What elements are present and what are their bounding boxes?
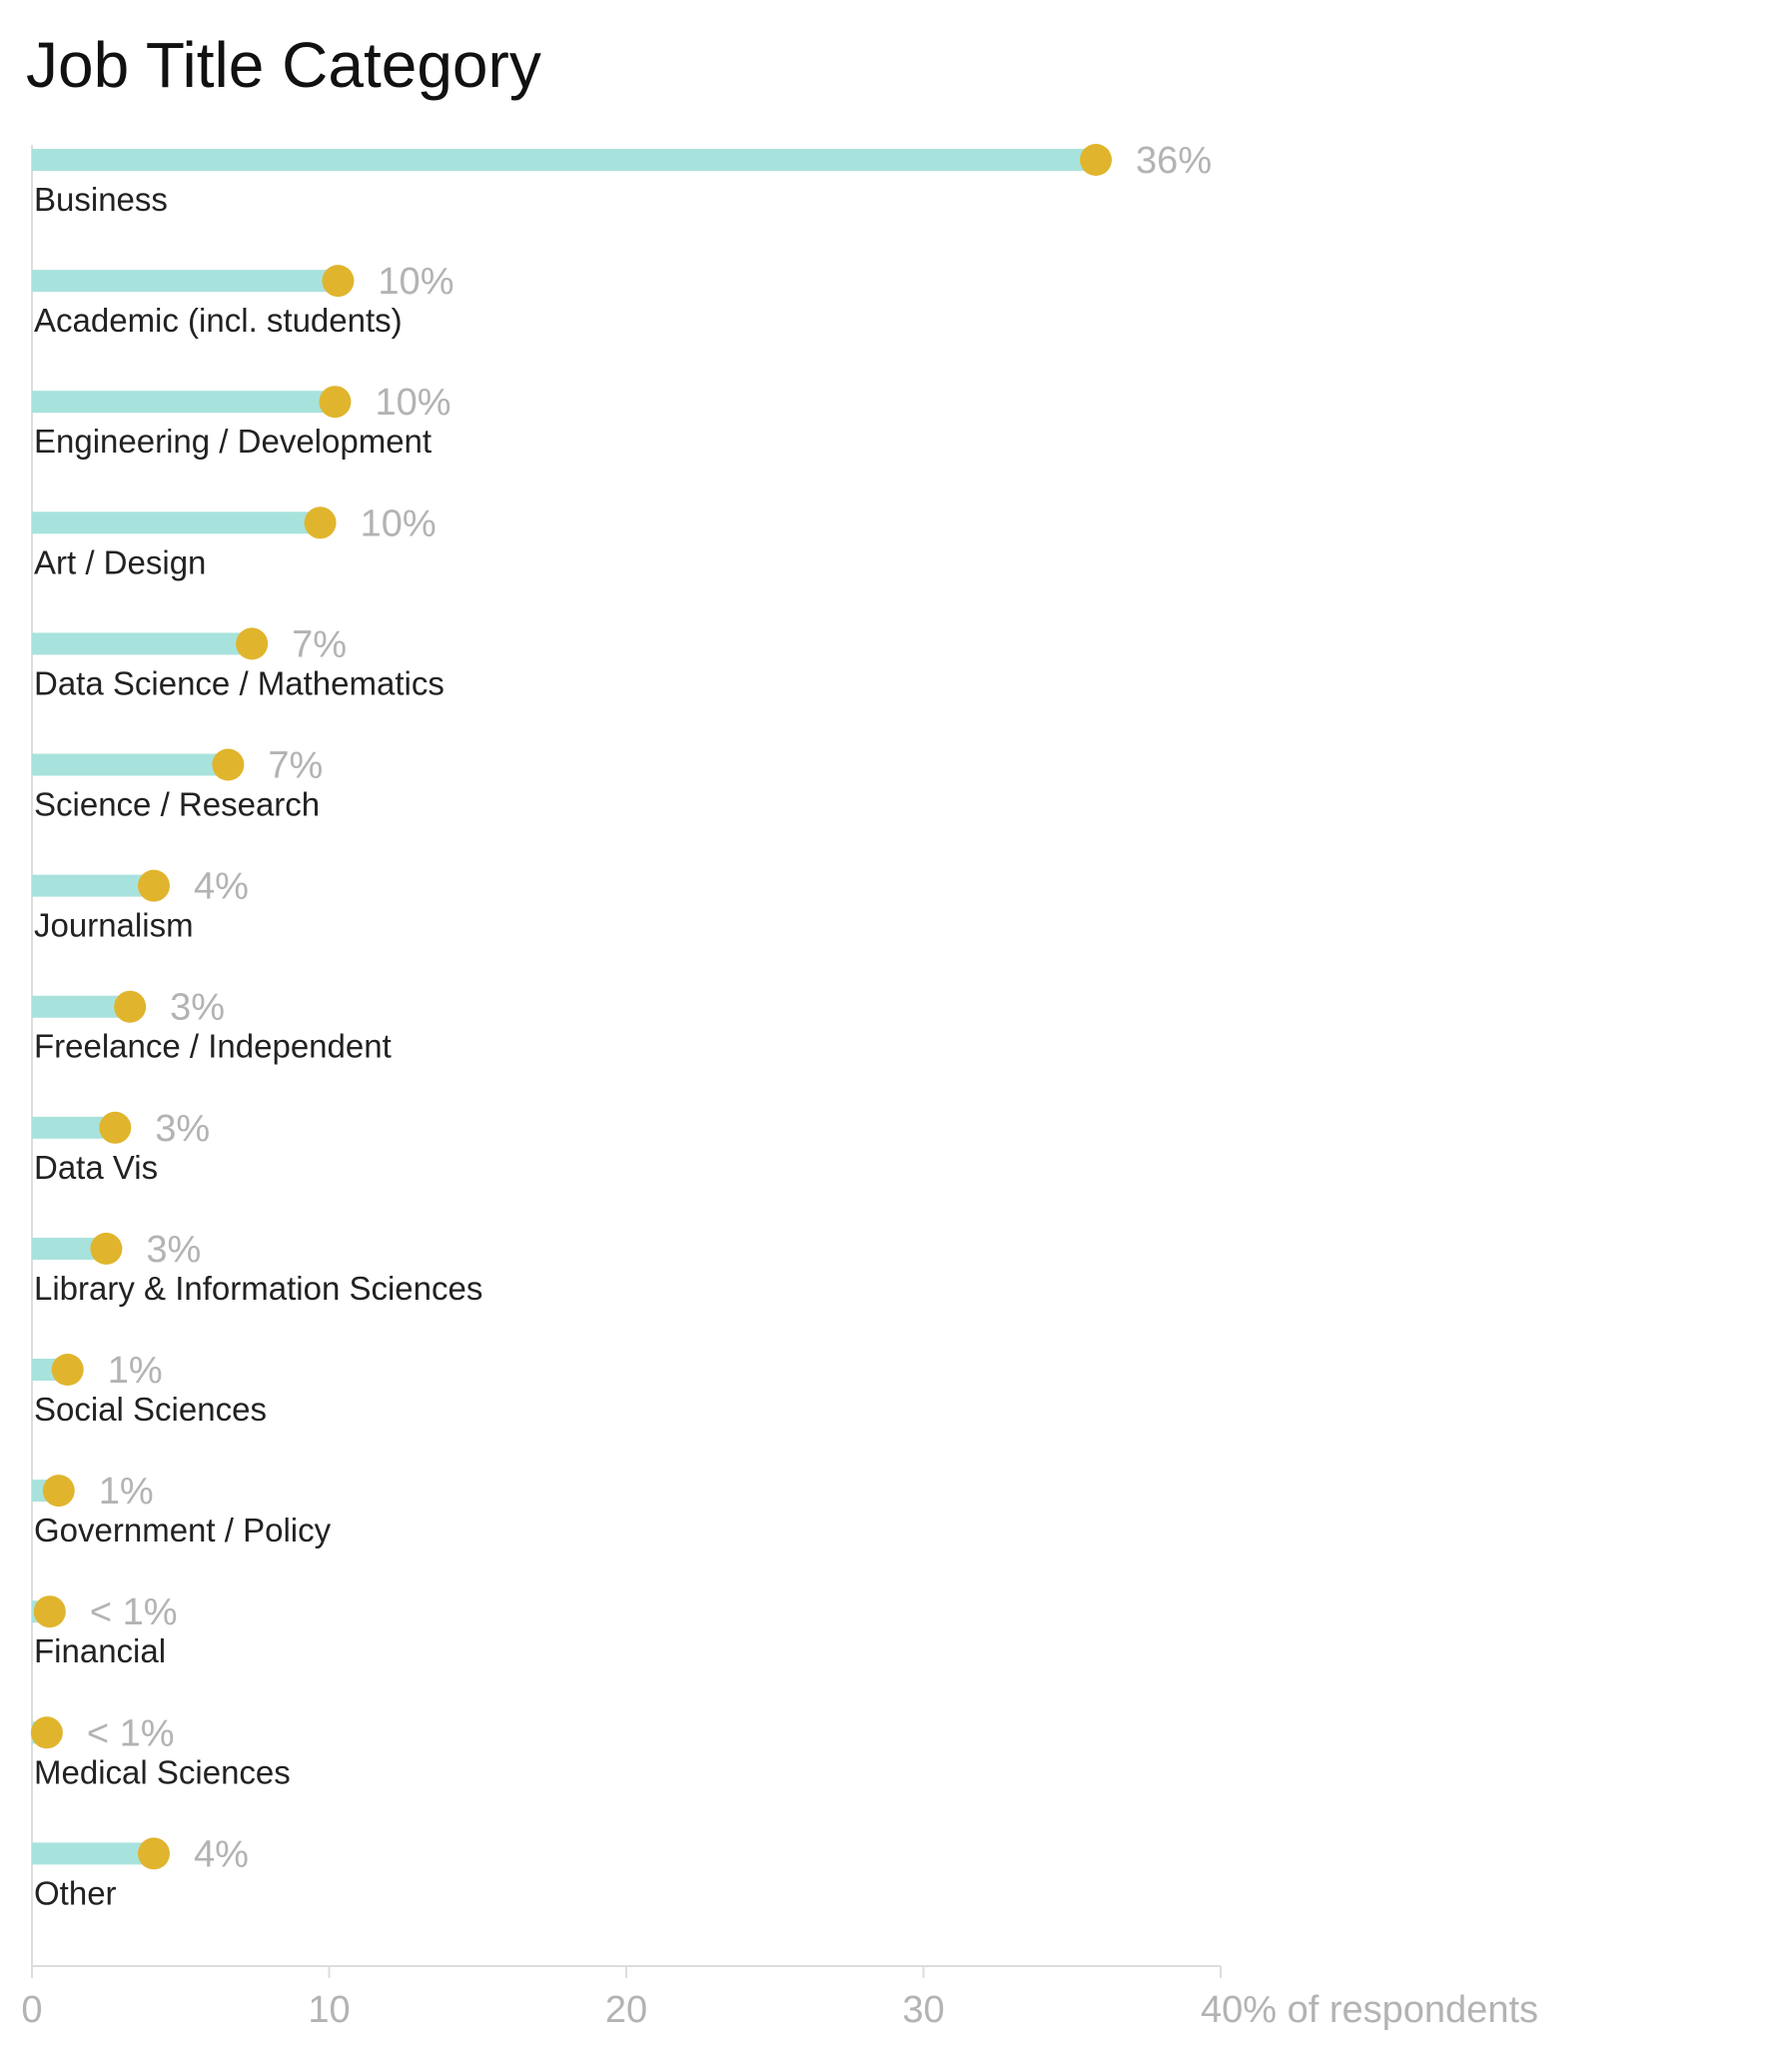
bar-end-dot [33, 1595, 66, 1628]
ticks-layer: 0 10 20 30 40% of respondents [21, 1966, 1538, 2031]
bar [32, 270, 339, 293]
category-label: Engineering / Development [34, 423, 432, 460]
bar [32, 1237, 107, 1260]
bar [32, 1842, 154, 1865]
bar-end-dot [30, 1716, 63, 1749]
category-label: Financial [34, 1632, 166, 1669]
bar-end-dot [114, 990, 147, 1023]
bar [32, 632, 253, 655]
bar-end-dot [42, 1475, 75, 1508]
category-label: Social Sciences [34, 1391, 267, 1428]
bar-end-dot [137, 869, 170, 902]
bar-end-dot [137, 1837, 170, 1870]
value-label: 3% [146, 1229, 201, 1271]
category-label: Library & Information Sciences [34, 1270, 482, 1307]
bar-end-dot [1080, 144, 1113, 176]
chart-title: Job Title Category [26, 29, 541, 101]
value-label: 7% [292, 623, 347, 665]
value-label: 1% [108, 1350, 163, 1392]
bar [32, 149, 1097, 171]
bar-end-dot [212, 748, 245, 781]
category-label: Data Science / Mathematics [34, 664, 445, 701]
category-label: Academic (incl. students) [34, 302, 403, 339]
bar [32, 512, 321, 534]
category-label: Journalism [34, 907, 194, 944]
bar [32, 391, 336, 414]
bar [32, 753, 229, 776]
category-label: Science / Research [34, 786, 320, 823]
x-tick-label: 30 [902, 1989, 944, 2031]
category-label: Art / Design [34, 543, 206, 580]
value-label: 10% [378, 261, 453, 303]
value-label: 3% [155, 1108, 210, 1150]
value-label: 1% [99, 1471, 154, 1513]
category-label: Other [34, 1874, 117, 1911]
bar [32, 1116, 116, 1139]
category-label: Data Vis [34, 1149, 158, 1186]
value-label: < 1% [90, 1591, 178, 1633]
category-label: Medical Sciences [34, 1753, 291, 1790]
value-label: 3% [170, 987, 225, 1029]
value-label: 4% [194, 866, 249, 908]
bar-end-dot [236, 627, 269, 660]
value-label: 10% [375, 382, 450, 424]
bar-end-dot [99, 1111, 132, 1144]
x-tick-label: 10 [308, 1989, 350, 2031]
category-label: Freelance / Independent [34, 1028, 392, 1065]
x-tick-label: 0 [21, 1989, 42, 2031]
bar-end-dot [319, 386, 352, 419]
category-label: Business [34, 181, 168, 218]
value-label: < 1% [87, 1712, 175, 1754]
bar-end-dot [90, 1232, 123, 1265]
value-label: 4% [194, 1833, 249, 1875]
value-label: 36% [1136, 140, 1212, 182]
bar-end-dot [51, 1354, 84, 1386]
x-tick-label: 40% of respondents [1201, 1989, 1538, 2031]
x-tick-label: 20 [605, 1989, 647, 2031]
bar-end-dot [304, 507, 337, 539]
category-label: Government / Policy [34, 1512, 332, 1548]
bar-end-dot [322, 265, 355, 298]
value-label: 10% [361, 503, 437, 544]
value-label: 7% [268, 745, 323, 787]
bar [32, 995, 131, 1018]
bar [32, 874, 154, 897]
